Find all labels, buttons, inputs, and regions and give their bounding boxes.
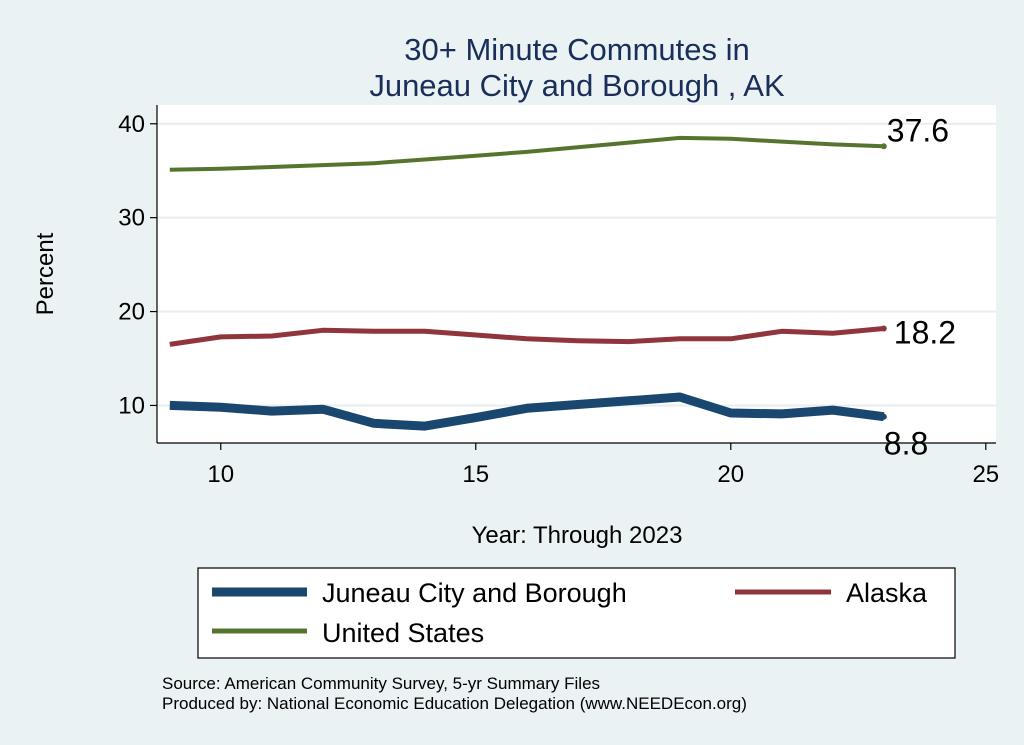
end-marker-alaska (880, 325, 887, 332)
end-marker-us (880, 143, 887, 150)
series-line-alaska (169, 326, 885, 347)
x-tick-label-10: 10 (207, 461, 234, 488)
y-tick-label-40: 40 (118, 111, 145, 138)
y-axis-ticks: 10 20 30 40 (118, 111, 157, 419)
x-tick-label-15: 15 (462, 461, 489, 488)
series-line-us (169, 135, 884, 172)
produced-by-note: Produced by: National Economic Education… (162, 694, 747, 713)
legend-box (197, 567, 956, 659)
end-label-juneau: 8.8 (884, 426, 928, 462)
source-note: Source: American Community Survey, 5-yr … (162, 674, 600, 693)
y-tick-label-10: 10 (118, 392, 145, 419)
y-tick-label-30: 30 (118, 205, 145, 232)
end-marker-juneau (880, 413, 887, 420)
x-tick-label-20: 20 (717, 461, 744, 488)
series-line-juneau (169, 392, 885, 431)
y-tick-label-20: 20 (118, 299, 145, 326)
chart-title-line-1: 30+ Minute Commutes in (404, 32, 749, 67)
x-axis-label: Year: Through 2023 (472, 522, 683, 549)
end-label-alaska: 18.2 (894, 314, 956, 350)
x-axis-ticks: 10 15 20 25 (207, 443, 999, 488)
end-labels: 8.8 18.2 37.6 (880, 112, 956, 462)
series-lines (169, 135, 885, 431)
chart-title-line-2: Juneau City and Borough , AK (369, 68, 785, 103)
end-label-us: 37.6 (887, 112, 949, 148)
legend-label-juneau: Juneau City and Borough (322, 578, 627, 608)
plot-area (157, 105, 996, 443)
legend-label-us: United States (322, 618, 484, 648)
legend-label-alaska: Alaska (846, 578, 928, 608)
y-axis-label: Percent (32, 232, 59, 315)
x-tick-label-25: 25 (972, 461, 999, 488)
